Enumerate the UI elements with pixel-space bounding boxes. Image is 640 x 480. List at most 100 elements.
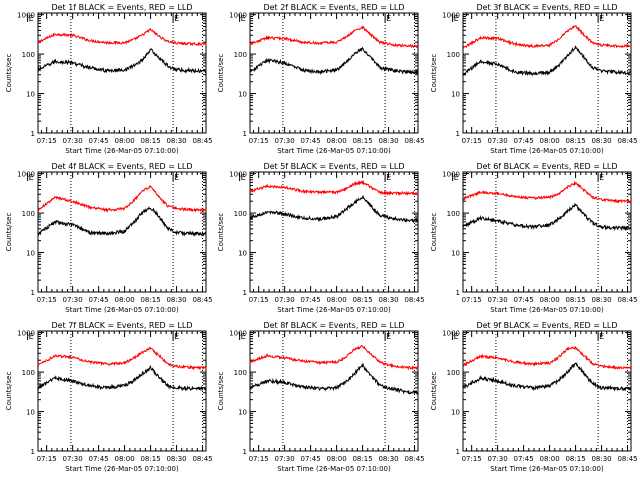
x-axis-label: Start Time (26-Mar-05 07:10:00) bbox=[490, 306, 604, 314]
y-tick-label: 1 bbox=[243, 130, 247, 138]
x-tick-label: 08:45 bbox=[404, 137, 424, 145]
lld-series-line bbox=[462, 24, 632, 50]
x-tick-label: 08:45 bbox=[192, 296, 212, 304]
x-tick-label: 08:00 bbox=[540, 296, 560, 304]
y-tick-label: 10 bbox=[26, 91, 35, 99]
y-tick-label: 1 bbox=[456, 448, 460, 456]
x-tick-label: 08:00 bbox=[540, 455, 560, 463]
x-tick-label: 08:45 bbox=[617, 455, 637, 463]
x-tick-label: 07:45 bbox=[514, 137, 534, 145]
y-axis-label: Counts/sec bbox=[5, 213, 13, 252]
events-series-line bbox=[462, 202, 632, 232]
lld-series-line bbox=[249, 344, 419, 371]
marker-label: E bbox=[241, 173, 246, 182]
x-axis-label: Start Time (26-Mar-05 07:10:00) bbox=[65, 147, 179, 155]
marker-label: E bbox=[29, 14, 34, 23]
y-tick-label: 100 bbox=[234, 51, 247, 59]
plot-frame bbox=[462, 12, 632, 134]
events-series-line bbox=[249, 194, 419, 223]
x-tick-label: 07:15 bbox=[462, 296, 482, 304]
plot-frame bbox=[462, 171, 632, 293]
x-tick-label: 08:15 bbox=[140, 137, 160, 145]
x-tick-label: 07:15 bbox=[37, 455, 57, 463]
x-tick-label: 08:15 bbox=[565, 455, 585, 463]
y-tick-label: 1000 bbox=[17, 12, 35, 20]
x-tick-label: 08:45 bbox=[404, 296, 424, 304]
y-tick-label: 1000 bbox=[17, 330, 35, 338]
marker-label: E bbox=[454, 332, 459, 341]
panel-title: Det 5f BLACK = Events, RED = LLD bbox=[263, 162, 404, 171]
x-tick-label: 08:00 bbox=[115, 137, 135, 145]
lld-series-line bbox=[37, 185, 207, 214]
x-tick-label: 08:15 bbox=[352, 137, 372, 145]
y-tick-label: 10 bbox=[26, 409, 35, 417]
x-tick-label: 08:30 bbox=[378, 455, 398, 463]
y-axis-label: Counts/sec bbox=[430, 372, 438, 411]
x-axis-label: Start Time (26-Mar-05 07:10:00) bbox=[277, 147, 391, 155]
y-axis-label: Counts/sec bbox=[217, 54, 225, 93]
x-tick-label: 08:00 bbox=[327, 137, 347, 145]
marker-label: E bbox=[241, 332, 246, 341]
lld-series-line bbox=[249, 179, 419, 196]
marker-label: E bbox=[174, 173, 179, 182]
y-tick-label: 1000 bbox=[17, 171, 35, 179]
x-tick-label: 07:30 bbox=[488, 296, 508, 304]
events-series-line bbox=[37, 206, 207, 237]
events-series-line bbox=[462, 45, 632, 77]
x-tick-label: 08:15 bbox=[352, 296, 372, 304]
marker-label: E bbox=[386, 332, 391, 341]
y-tick-label: 1000 bbox=[229, 171, 247, 179]
x-tick-label: 08:30 bbox=[591, 455, 611, 463]
x-tick-label: 08:45 bbox=[192, 137, 212, 145]
x-tick-label: 08:15 bbox=[565, 137, 585, 145]
x-tick-label: 07:45 bbox=[89, 296, 109, 304]
y-tick-label: 1000 bbox=[442, 12, 460, 20]
events-series-line bbox=[37, 365, 207, 392]
y-axis-label: Counts/sec bbox=[430, 213, 438, 252]
x-tick-label: 07:30 bbox=[275, 296, 295, 304]
x-tick-label: 07:15 bbox=[37, 296, 57, 304]
y-tick-label: 100 bbox=[447, 369, 460, 377]
y-tick-label: 1 bbox=[31, 130, 35, 138]
lld-series-line bbox=[37, 346, 207, 371]
x-axis-label: Start Time (26-Mar-05 07:10:00) bbox=[277, 306, 391, 314]
x-tick-label: 07:45 bbox=[301, 137, 321, 145]
marker-label: E bbox=[386, 173, 391, 182]
y-axis-label: Counts/sec bbox=[217, 213, 225, 252]
marker-label: E bbox=[174, 14, 179, 23]
panel-title: Det 8f BLACK = Events, RED = LLD bbox=[263, 321, 404, 330]
x-tick-label: 08:30 bbox=[166, 455, 186, 463]
panel-title: Det 1f BLACK = Events, RED = LLD bbox=[51, 3, 192, 12]
marker-label: E bbox=[599, 173, 604, 182]
panel-title: Det 7f BLACK = Events, RED = LLD bbox=[51, 321, 192, 330]
y-tick-label: 1000 bbox=[229, 12, 247, 20]
x-tick-label: 08:30 bbox=[166, 296, 186, 304]
y-tick-label: 1 bbox=[31, 448, 35, 456]
x-tick-label: 08:00 bbox=[327, 455, 347, 463]
x-axis-label: Start Time (26-Mar-05 07:10:00) bbox=[490, 465, 604, 473]
panel-title: Det 6f BLACK = Events, RED = LLD bbox=[476, 162, 617, 171]
y-tick-label: 100 bbox=[447, 210, 460, 218]
y-tick-label: 1 bbox=[243, 289, 247, 297]
x-tick-label: 07:15 bbox=[37, 137, 57, 145]
plot-frame bbox=[249, 12, 419, 134]
events-series-line bbox=[462, 362, 632, 392]
lld-series-line bbox=[37, 28, 207, 47]
panel-3: Det 3f BLACK = Events, RED = LLD 1 10 100 10… bbox=[430, 3, 638, 155]
x-tick-label: 07:15 bbox=[249, 137, 269, 145]
x-tick-label: 08:15 bbox=[352, 455, 372, 463]
x-tick-label: 08:00 bbox=[540, 137, 560, 145]
plot-frame bbox=[249, 171, 419, 293]
plot-frame bbox=[37, 171, 207, 293]
y-tick-label: 100 bbox=[234, 369, 247, 377]
y-tick-label: 1000 bbox=[442, 330, 460, 338]
y-tick-label: 10 bbox=[451, 409, 460, 417]
panel-title: Det 2f BLACK = Events, RED = LLD bbox=[263, 3, 404, 12]
y-tick-label: 1 bbox=[31, 289, 35, 297]
x-axis-label: Start Time (26-Mar-05 07:10:00) bbox=[65, 465, 179, 473]
x-tick-label: 08:45 bbox=[617, 137, 637, 145]
y-tick-label: 100 bbox=[22, 210, 35, 218]
x-tick-label: 08:45 bbox=[404, 455, 424, 463]
plot-frame bbox=[249, 330, 419, 452]
y-tick-label: 10 bbox=[26, 250, 35, 258]
